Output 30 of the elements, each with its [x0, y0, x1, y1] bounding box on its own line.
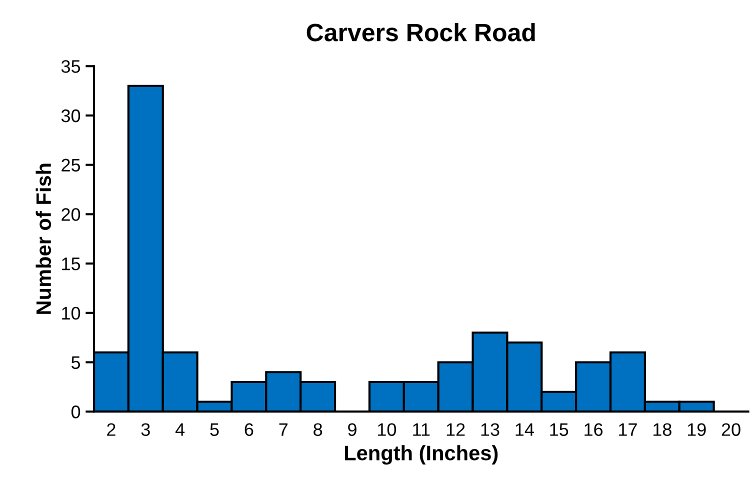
x-tick-label: 8 [314, 423, 322, 436]
x-tick-label: 19 [688, 423, 706, 436]
chart-title: Carvers Rock Road [306, 23, 535, 42]
x-tick-label: 16 [584, 423, 603, 436]
x-tick-label: 6 [244, 423, 254, 436]
y-tick-label: 35 [61, 60, 80, 73]
x-tick-label: 10 [378, 423, 396, 436]
x-tick-label: 15 [550, 423, 568, 436]
y-tick-label: 15 [62, 258, 80, 270]
x-tick-label: 2 [107, 423, 116, 436]
y-axis-title: Number of Fish [36, 164, 52, 314]
y-tick-label: 0 [71, 406, 80, 418]
x-tick-label: 13 [481, 423, 500, 436]
x-tick-label: 20 [722, 423, 740, 436]
x-tick-label: 3 [141, 423, 150, 436]
x-tick-label: 5 [210, 423, 219, 436]
y-tick-label: 5 [71, 356, 80, 369]
y-tick-label: 20 [62, 208, 80, 221]
x-tick-label: 17 [619, 423, 637, 436]
x-tick-label: 4 [175, 423, 185, 436]
x-tick-label: 12 [446, 423, 465, 436]
x-tick-label: 7 [279, 423, 288, 436]
y-tick-label: 25 [62, 158, 80, 172]
x-tick-label: 14 [516, 423, 534, 436]
y-tick-label: 10 [62, 306, 80, 320]
x-tick-label: 11 [413, 423, 430, 436]
y-tick-label: 30 [61, 109, 80, 122]
x-tick-label: 18 [653, 423, 672, 436]
x-tick-label: 9 [348, 423, 356, 436]
x-axis-title: Length (Inches) [344, 445, 498, 465]
